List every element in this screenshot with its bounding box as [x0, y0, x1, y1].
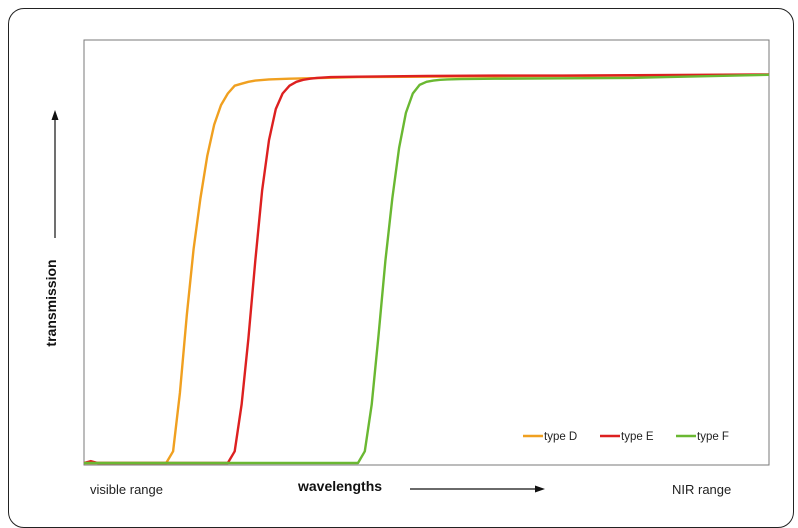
series-line-type-e [83, 73, 770, 465]
plot-area [83, 39, 770, 466]
legend: type D type E type F [523, 431, 729, 443]
x-range-left-label: visible range [90, 482, 163, 497]
legend-label-type-f: type F [697, 431, 729, 443]
x-axis-title: wavelengths [297, 478, 382, 494]
x-range-right-label: NIR range [672, 482, 731, 497]
x-axis-arrow-head [535, 485, 545, 493]
transmission-chart: transmission visible range wavelengths N… [43, 39, 770, 497]
y-axis-title: transmission [43, 259, 59, 346]
series-line-type-f [84, 73, 770, 465]
legend-label-type-d: type D [544, 431, 577, 443]
y-axis-arrow-head [51, 110, 59, 120]
series-layer [83, 73, 770, 465]
legend-label-type-e: type E [621, 431, 654, 443]
